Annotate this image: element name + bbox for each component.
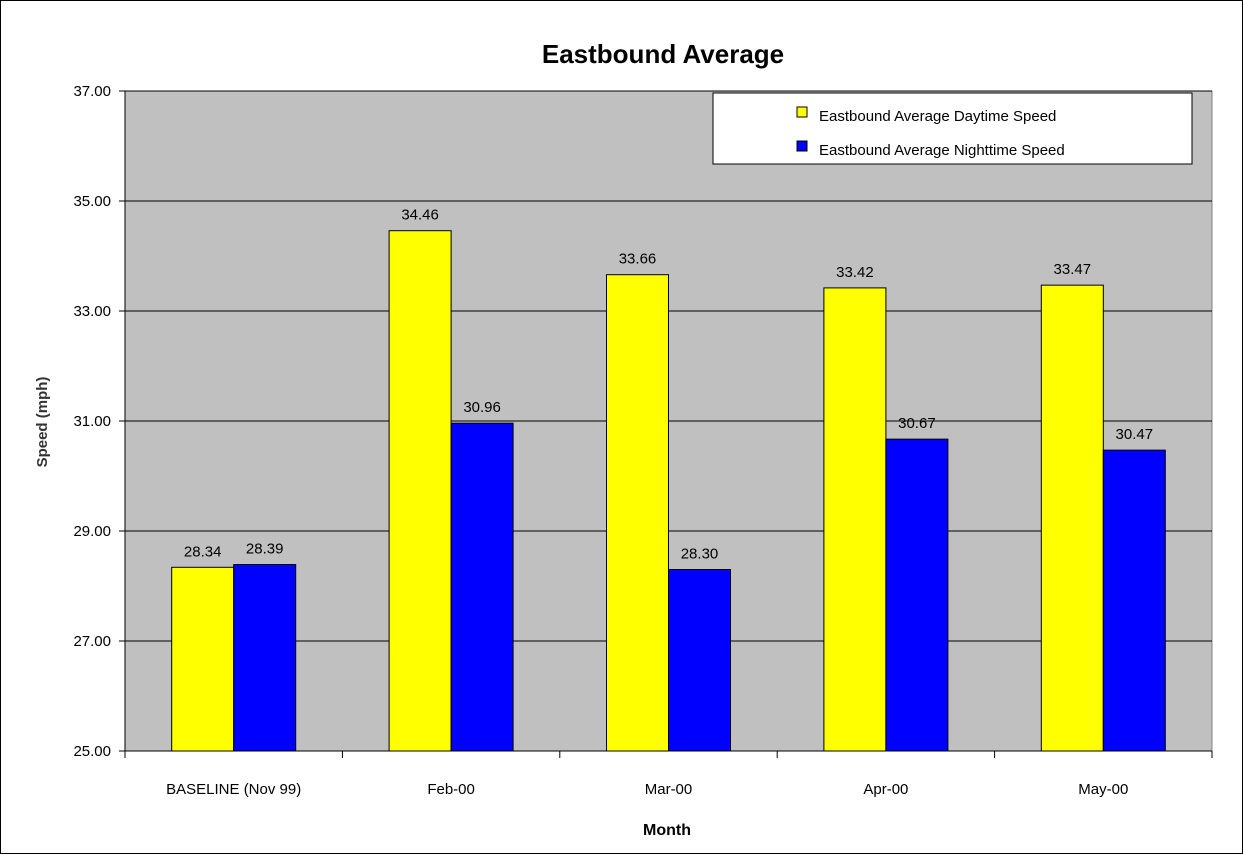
bar <box>233 564 297 752</box>
x-tick-label: Feb-00 <box>427 781 475 798</box>
data-label: 33.47 <box>1054 261 1092 278</box>
bar <box>1040 284 1104 752</box>
data-label: 33.42 <box>836 264 874 281</box>
bar <box>450 422 514 752</box>
plot-area: 25.00 27.00 29.00 31.00 33.00 35.00 37.00 28.34… <box>73 83 1213 798</box>
data-label: 30.47 <box>1116 426 1154 443</box>
legend-label: Eastbound Average Daytime Speed <box>819 108 1056 125</box>
bar <box>668 569 731 752</box>
data-label: 33.66 <box>619 251 657 268</box>
data-label: 34.46 <box>401 207 439 224</box>
x-axis-title: Month <box>643 822 691 839</box>
y-tick-label: 29.00 <box>73 523 111 540</box>
data-label: 28.34 <box>184 543 222 560</box>
bar <box>388 230 452 752</box>
bar <box>606 274 669 752</box>
bar <box>823 287 887 752</box>
legend-label: Eastbound Average Nighttime Speed <box>819 142 1065 159</box>
y-tick-label: 33.00 <box>73 303 111 320</box>
x-tick-label: Mar-00 <box>645 781 693 798</box>
bar <box>885 438 949 752</box>
data-label: 30.96 <box>463 399 501 416</box>
y-tick-label: 31.00 <box>73 413 111 430</box>
bar <box>1102 449 1166 752</box>
data-label: 28.39 <box>246 541 284 558</box>
x-tick-label: Apr-00 <box>863 781 908 798</box>
y-tick-label: 37.00 <box>73 83 111 100</box>
bar <box>171 566 235 752</box>
legend-swatch <box>796 140 808 152</box>
data-label: 30.67 <box>898 415 936 432</box>
legend-box <box>712 92 1193 165</box>
x-tick-label: BASELINE (Nov 99) <box>166 781 301 798</box>
data-label: 28.30 <box>681 546 719 563</box>
y-tick-label: 27.00 <box>73 633 111 650</box>
x-tick-label: May-00 <box>1078 781 1128 798</box>
y-tick-label: 25.00 <box>73 743 111 760</box>
legend-swatch <box>796 106 808 118</box>
y-axis-title: Speed (mph) <box>34 377 51 468</box>
y-tick-label: 35.00 <box>73 193 111 210</box>
chart-title: Eastbound Average <box>542 39 784 69</box>
